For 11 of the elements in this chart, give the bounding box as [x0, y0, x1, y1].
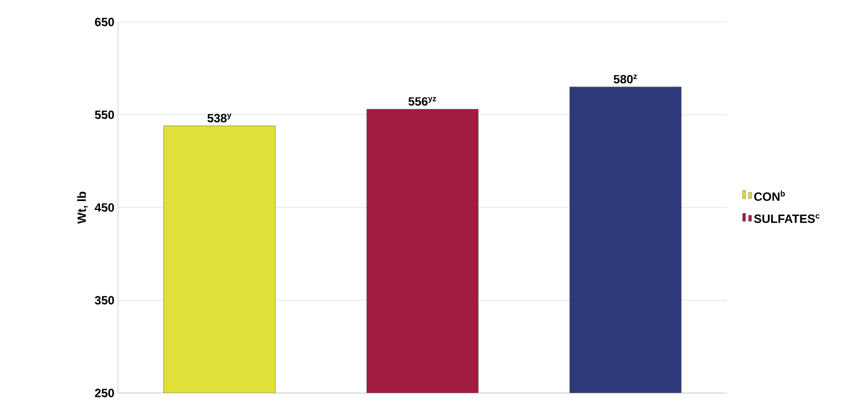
y-tick-label: 350: [94, 296, 114, 304]
y-tick-label: 550: [94, 110, 114, 119]
y-tick-label: 650: [94, 18, 114, 26]
legend-label: SULFATES$^{c}$: [754, 214, 820, 223]
data-label: 580$^{z}$: [614, 74, 637, 84]
legend-label: CON$^{b}$: [754, 190, 785, 201]
y-axis-title: Wt, lb: [77, 192, 88, 224]
y-tick-label: 450: [94, 203, 114, 212]
y-tick-label: 250: [94, 388, 114, 398]
data-label: 538$^{y}$: [207, 114, 232, 122]
data-label: 556$^{yz}$: [408, 97, 436, 106]
